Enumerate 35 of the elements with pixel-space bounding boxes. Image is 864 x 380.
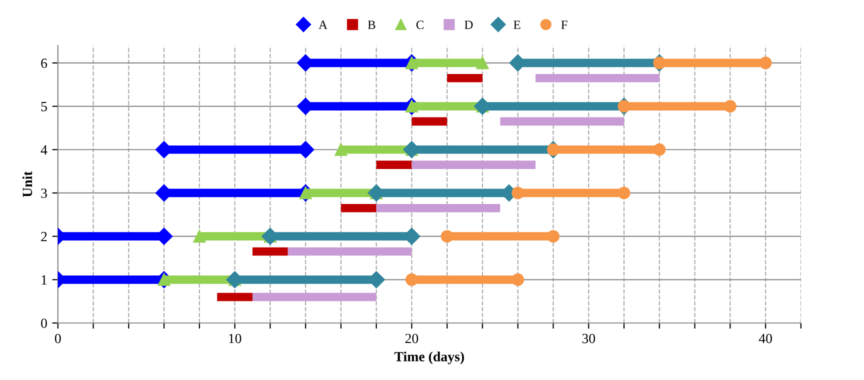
point [724,100,736,113]
point [547,230,560,243]
x-tick-label: 40 [758,334,772,344]
x-tick-label: 30 [582,334,596,344]
legend-label: B [368,20,376,29]
legend-label: D [464,20,473,29]
point [440,230,454,243]
y-tick-label: 4 [40,145,48,154]
point [618,100,630,113]
y-tick-label: 3 [41,188,47,198]
point [759,56,772,70]
legend-label: E [514,20,520,29]
x-tick-label: 10 [229,334,242,344]
legend-label: A [318,20,328,29]
point [512,273,524,286]
point [512,186,524,200]
x-tick-label: 20 [405,334,418,344]
point [653,56,666,70]
point [405,273,418,286]
x-tick-label: 0 [54,334,61,344]
legend-label: C [416,20,424,30]
y-tick-label: 0 [41,318,47,328]
point [334,143,348,156]
point [476,56,489,70]
legend-label: F [561,20,568,29]
point [193,230,206,243]
y-tick-label: 1 [42,275,47,284]
point [618,186,630,200]
y-axis-title: Unit [22,171,32,198]
y-tick-label: 5 [41,102,47,112]
x-axis-title: Time (days) [394,352,464,364]
y-tick-label: 6 [41,58,48,68]
point [653,143,666,156]
y-tick-label: 2 [41,232,47,242]
point [547,143,560,156]
